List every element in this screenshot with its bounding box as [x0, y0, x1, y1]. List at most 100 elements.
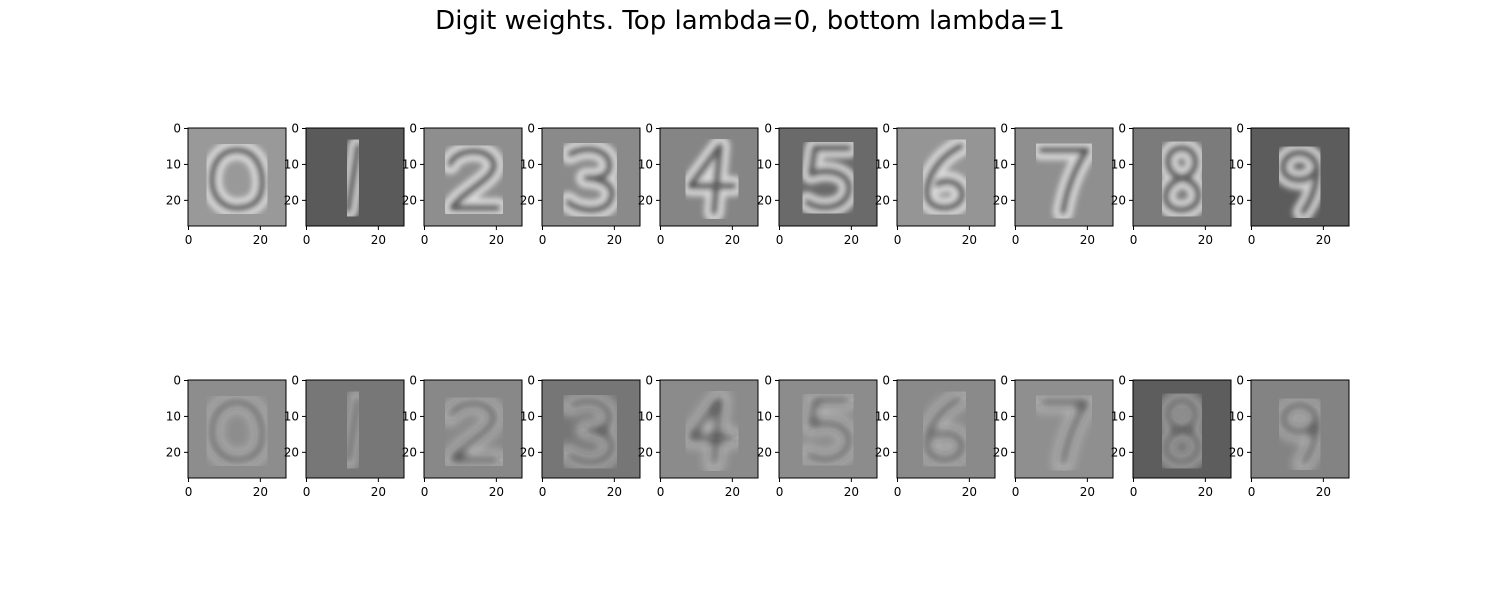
weight-image-1-5: [779, 380, 877, 478]
weight-panel-row1-digit-1: 0 10 20 0 20: [284, 374, 405, 499]
y-tick-label: 20: [1229, 445, 1244, 459]
weight-panel-row0-digit-4: 0 10 20 0 20: [638, 122, 759, 247]
x-tick-label: 0: [185, 485, 193, 499]
panel-frame: [1250, 127, 1350, 227]
y-tick-label: 10: [284, 157, 299, 171]
x-tick-label: 20: [962, 233, 977, 247]
panel-frame: [541, 127, 641, 227]
weight-panel-row0-digit-8: 0 10 20 0 20: [1111, 122, 1232, 247]
panel-frame: [305, 379, 405, 479]
x-tick-label: 20: [844, 485, 859, 499]
x-tick-label: 20: [607, 485, 622, 499]
x-tick-label: 0: [657, 233, 665, 247]
weight-image-1-1: [306, 380, 404, 478]
y-tick-label: 0: [1000, 374, 1008, 388]
panel-frame: [778, 379, 878, 479]
weight-image-1-4: [660, 380, 758, 478]
weight-panel-row0-digit-6: 0 10 20 0 20: [875, 122, 996, 247]
x-tick-label: 0: [894, 485, 902, 499]
y-tick-label: 10: [757, 157, 772, 171]
y-tick-label: 10: [520, 409, 535, 423]
y-tick-label: 10: [284, 409, 299, 423]
y-tick-label: 20: [993, 445, 1008, 459]
weight-panel-row0-digit-3: 0 10 20 0 20: [520, 122, 641, 247]
weight-image-0-9: [1251, 128, 1349, 226]
y-tick-label: 20: [638, 445, 653, 459]
panel-frame: [659, 379, 759, 479]
weight-image-0-2: [424, 128, 522, 226]
y-tick-label: 10: [520, 157, 535, 171]
y-tick-label: 0: [645, 122, 653, 136]
weight-panel-row1-digit-7: 0 10 20 0 20: [993, 374, 1114, 499]
weight-image-0-0: [188, 128, 286, 226]
weight-image-0-8: [1133, 128, 1231, 226]
y-tick-label: 10: [638, 157, 653, 171]
x-tick-label: 20: [725, 485, 740, 499]
y-tick-label: 10: [402, 157, 417, 171]
x-tick-label: 20: [725, 233, 740, 247]
y-tick-label: 0: [1000, 122, 1008, 136]
weight-image-1-8: [1133, 380, 1231, 478]
x-tick-label: 20: [607, 233, 622, 247]
y-tick-label: 0: [1118, 374, 1126, 388]
panel-frame: [541, 379, 641, 479]
y-tick-label: 20: [166, 445, 181, 459]
y-tick-label: 20: [1229, 193, 1244, 207]
y-tick-label: 10: [993, 157, 1008, 171]
x-tick-label: 20: [253, 485, 268, 499]
panel-frame: [896, 379, 996, 479]
panel-frame: [1132, 127, 1232, 227]
weight-image-0-3: [542, 128, 640, 226]
panel-frame: [896, 127, 996, 227]
y-tick-label: 0: [1118, 122, 1126, 136]
x-tick-label: 20: [844, 233, 859, 247]
x-tick-label: 0: [539, 233, 547, 247]
x-tick-label: 20: [1198, 233, 1213, 247]
y-tick-label: 10: [757, 409, 772, 423]
x-tick-label: 0: [185, 233, 193, 247]
weight-panel-row1-digit-0: 0 10 20 0 20: [166, 374, 287, 499]
weight-panel-row0-digit-5: 0 10 20 0 20: [757, 122, 878, 247]
figure-title: Digit weights. Top lambda=0, bottom lamb…: [435, 6, 1065, 36]
y-tick-label: 10: [402, 409, 417, 423]
y-tick-label: 0: [291, 374, 299, 388]
x-tick-label: 0: [776, 485, 784, 499]
x-tick-label: 20: [371, 233, 386, 247]
weight-image-0-5: [779, 128, 877, 226]
y-tick-label: 0: [764, 122, 772, 136]
x-tick-label: 20: [962, 485, 977, 499]
x-tick-label: 0: [421, 233, 429, 247]
panel-frame: [187, 379, 287, 479]
y-tick-label: 20: [166, 193, 181, 207]
y-tick-label: 10: [1111, 409, 1126, 423]
y-tick-label: 10: [166, 409, 181, 423]
y-tick-label: 20: [638, 193, 653, 207]
y-tick-label: 0: [1236, 374, 1244, 388]
y-tick-label: 0: [882, 374, 890, 388]
x-tick-label: 0: [657, 485, 665, 499]
weight-panel-row0-digit-0: 0 10 20 0 20: [166, 122, 287, 247]
y-tick-label: 0: [527, 122, 535, 136]
x-tick-label: 20: [1316, 233, 1331, 247]
y-tick-label: 0: [882, 122, 890, 136]
panel-frame: [187, 127, 287, 227]
panel-frame: [1014, 127, 1114, 227]
y-tick-label: 20: [284, 193, 299, 207]
y-tick-label: 0: [291, 122, 299, 136]
weight-image-1-2: [424, 380, 522, 478]
x-tick-label: 20: [489, 233, 504, 247]
x-tick-label: 0: [1248, 485, 1256, 499]
y-tick-label: 10: [166, 157, 181, 171]
weight-panel-row0-digit-2: 0 10 20 0 20: [402, 122, 523, 247]
y-tick-label: 10: [1229, 157, 1244, 171]
y-tick-label: 20: [875, 193, 890, 207]
weight-panel-row1-digit-6: 0 10 20 0 20: [875, 374, 996, 499]
y-tick-label: 20: [1111, 445, 1126, 459]
y-tick-label: 0: [173, 122, 181, 136]
y-tick-label: 20: [875, 445, 890, 459]
panel-frame: [1132, 379, 1232, 479]
panel-frame: [778, 127, 878, 227]
panels-layer: 0 10 20 0 20 0 10 20 0 20 0 10 20 0 20 0 10 20 0 20 0 10 20 0 20…: [166, 122, 1350, 499]
x-tick-label: 0: [776, 233, 784, 247]
